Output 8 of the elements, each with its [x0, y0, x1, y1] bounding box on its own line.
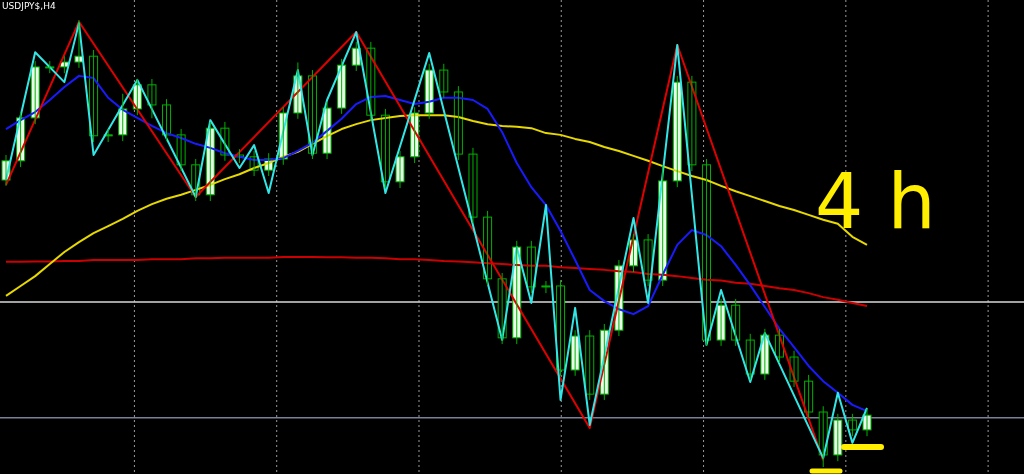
chart-title: USDJPY$,H4: [2, 1, 56, 11]
candlestick: [103, 128, 113, 143]
candlestick: [439, 63, 449, 99]
candlestick: [833, 413, 843, 462]
annotation: 4 h: [815, 157, 936, 246]
candlestick: [45, 60, 55, 74]
candlestick: [541, 280, 551, 294]
candlestick: [847, 413, 857, 437]
